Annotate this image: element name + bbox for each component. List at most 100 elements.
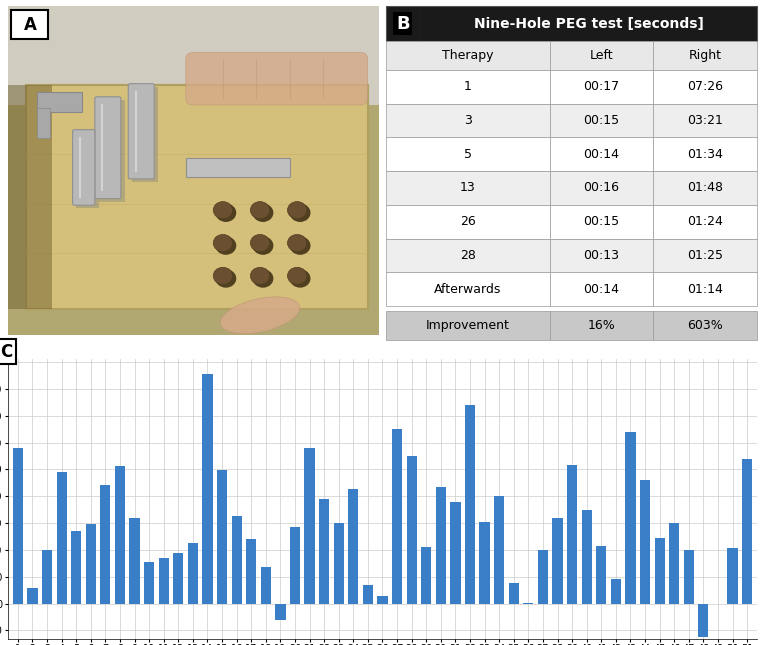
- Text: 00:13: 00:13: [584, 249, 620, 262]
- Bar: [158, 558, 169, 604]
- FancyBboxPatch shape: [95, 97, 121, 199]
- Bar: [363, 585, 373, 604]
- Bar: [304, 448, 314, 604]
- Text: 00:15: 00:15: [584, 114, 620, 127]
- Text: 00:14: 00:14: [584, 148, 620, 161]
- Bar: [494, 496, 504, 604]
- Bar: [610, 579, 621, 604]
- Text: 5: 5: [464, 148, 472, 161]
- Bar: [100, 486, 110, 604]
- Circle shape: [250, 202, 270, 219]
- Bar: [523, 602, 533, 604]
- Bar: [246, 539, 256, 604]
- Bar: [275, 604, 285, 620]
- Circle shape: [213, 202, 233, 219]
- Bar: [377, 595, 388, 604]
- Bar: [115, 466, 125, 604]
- Bar: [653, 171, 757, 205]
- Text: C: C: [0, 342, 12, 361]
- Bar: [436, 486, 446, 604]
- Bar: [217, 470, 227, 604]
- Circle shape: [216, 269, 236, 288]
- Bar: [552, 518, 562, 604]
- Circle shape: [290, 204, 311, 222]
- Bar: [567, 465, 578, 604]
- Bar: [653, 311, 757, 340]
- Bar: [422, 547, 431, 604]
- Bar: [549, 41, 653, 70]
- Bar: [653, 205, 757, 239]
- Bar: [653, 272, 757, 306]
- FancyBboxPatch shape: [37, 108, 50, 138]
- FancyBboxPatch shape: [99, 100, 125, 202]
- Bar: [386, 6, 757, 41]
- Circle shape: [252, 269, 273, 288]
- Ellipse shape: [220, 297, 300, 333]
- Text: 16%: 16%: [588, 319, 615, 332]
- Text: 01:25: 01:25: [688, 249, 724, 262]
- Bar: [728, 548, 737, 604]
- Text: Right: Right: [689, 49, 722, 62]
- Circle shape: [290, 269, 311, 288]
- Circle shape: [288, 202, 307, 219]
- Bar: [144, 562, 155, 604]
- Bar: [386, 70, 549, 104]
- Bar: [549, 137, 653, 171]
- FancyBboxPatch shape: [8, 85, 52, 309]
- Text: Nine-Hole PEG test [seconds]: Nine-Hole PEG test [seconds]: [474, 17, 704, 31]
- Bar: [596, 546, 607, 604]
- Bar: [549, 70, 653, 104]
- Bar: [420, 6, 757, 41]
- Text: 01:34: 01:34: [688, 148, 724, 161]
- Bar: [386, 41, 549, 70]
- Bar: [13, 448, 23, 604]
- Circle shape: [250, 234, 270, 252]
- Bar: [28, 588, 37, 604]
- Text: Therapy: Therapy: [442, 49, 493, 62]
- Bar: [386, 171, 549, 205]
- Bar: [640, 480, 650, 604]
- FancyBboxPatch shape: [11, 10, 48, 39]
- FancyBboxPatch shape: [73, 130, 95, 205]
- Bar: [386, 104, 549, 137]
- Text: B: B: [396, 15, 410, 33]
- Bar: [334, 523, 343, 604]
- Bar: [653, 70, 757, 104]
- Bar: [232, 515, 242, 604]
- FancyBboxPatch shape: [26, 85, 368, 309]
- Bar: [261, 567, 271, 604]
- Bar: [465, 405, 475, 604]
- Bar: [653, 137, 757, 171]
- Text: 13: 13: [460, 181, 476, 194]
- Circle shape: [252, 204, 273, 222]
- Bar: [386, 311, 549, 340]
- Text: 3: 3: [464, 114, 472, 127]
- Bar: [386, 6, 420, 41]
- Circle shape: [288, 267, 307, 284]
- Circle shape: [216, 237, 236, 255]
- Bar: [742, 459, 752, 604]
- Bar: [42, 550, 52, 604]
- Bar: [57, 472, 67, 604]
- FancyBboxPatch shape: [186, 157, 290, 177]
- Text: Improvement: Improvement: [426, 319, 509, 332]
- Bar: [653, 239, 757, 272]
- FancyBboxPatch shape: [129, 84, 155, 179]
- Bar: [451, 502, 461, 604]
- Bar: [290, 527, 300, 604]
- Text: 00:16: 00:16: [584, 181, 620, 194]
- Circle shape: [213, 234, 233, 252]
- FancyBboxPatch shape: [8, 6, 379, 105]
- Bar: [653, 41, 757, 70]
- Bar: [348, 490, 359, 604]
- Bar: [129, 518, 140, 604]
- Bar: [86, 524, 96, 604]
- Bar: [698, 604, 708, 637]
- Text: Afterwards: Afterwards: [435, 283, 502, 295]
- Text: 01:48: 01:48: [688, 181, 724, 194]
- Bar: [549, 272, 653, 306]
- Bar: [71, 531, 81, 604]
- Circle shape: [250, 267, 270, 284]
- Text: 03:21: 03:21: [688, 114, 724, 127]
- Bar: [669, 523, 679, 604]
